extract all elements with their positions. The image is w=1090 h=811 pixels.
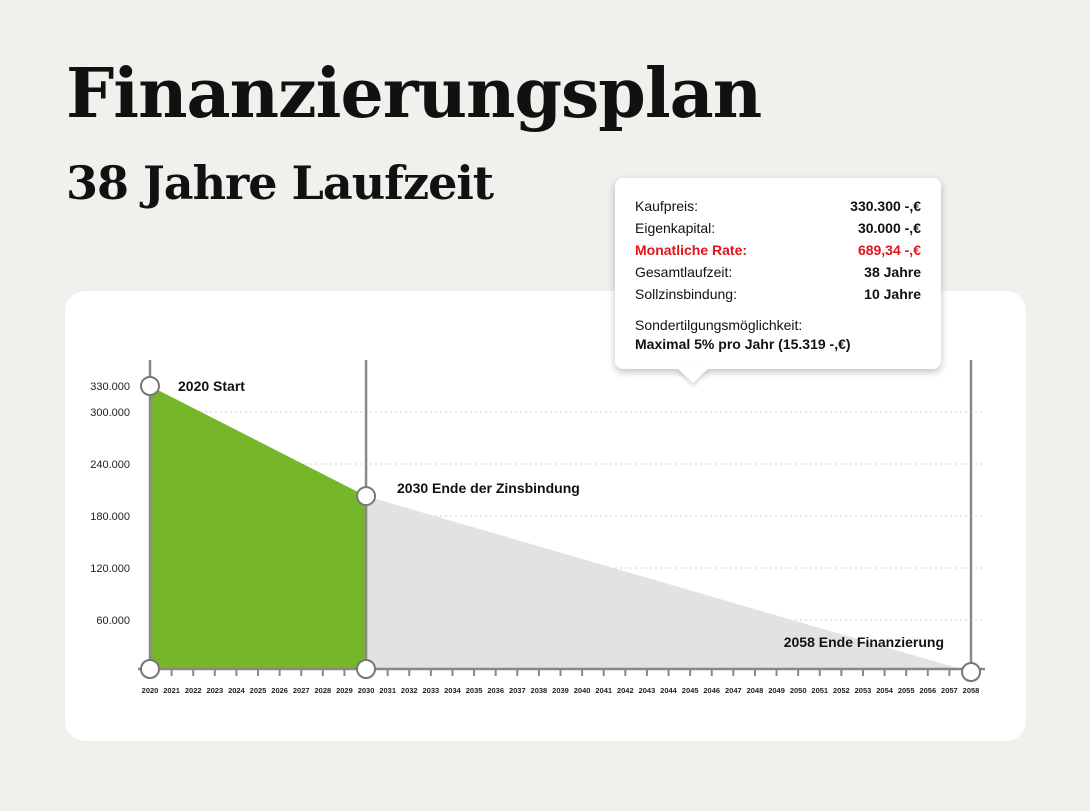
x-tick-label: 2049 [768,686,785,695]
sondertilgung-value: Maximal 5% pro Jahr (15.319 -,€) [635,336,851,352]
y-tick-label: 60.000 [96,615,130,627]
data-point-marker [140,376,160,396]
area-segment [150,386,367,669]
x-tick-label: 2037 [509,686,526,695]
x-tick-label: 2022 [185,686,202,695]
x-tick-label: 2043 [639,686,656,695]
x-tick-label: 2032 [401,686,418,695]
x-tick-label: 2047 [725,686,742,695]
y-tick-label: 240.000 [90,459,130,471]
x-tick-label: 2057 [941,686,958,695]
info-value: 38 Jahre [864,264,921,280]
sondertilgung: Sondertilgungsmöglichkeit: Maximal 5% pr… [635,316,851,354]
info-tooltip: Kaufpreis: 330.300 -,€ Eigenkapital: 30.00… [615,178,941,383]
x-tick-label: 2040 [574,686,591,695]
x-tick-label: 2039 [552,686,569,695]
x-tick-label: 2035 [466,686,483,695]
x-tick-label: 2026 [271,686,288,695]
x-tick-label: 2034 [444,686,462,695]
x-tick-label: 2044 [660,686,678,695]
x-tick-label: 2048 [747,686,764,695]
info-value: 10 Jahre [864,286,921,302]
sondertilgung-label: Sondertilgungsmöglichkeit: [635,317,803,333]
info-value: 689,34 -,€ [857,242,921,258]
info-value: 30.000 -,€ [857,220,921,236]
info-value: 330.300 -,€ [850,198,921,214]
y-tick-label: 330.000 [90,381,130,393]
x-tick-label: 2031 [379,686,396,695]
x-tick-label: 2030 [358,686,375,695]
info-label: Kaufpreis: [635,198,699,214]
info-row-kaufpreis: Kaufpreis: 330.300 -,€ [635,198,921,214]
x-tick-label: 2025 [250,686,267,695]
x-tick-label: 2046 [703,686,720,695]
data-point-marker [961,662,981,682]
data-point-marker [140,659,160,679]
info-label: Gesamtlaufzeit: [635,264,733,280]
x-tick-label: 2038 [531,686,548,695]
x-tick-label: 2024 [228,686,246,695]
data-point-marker [356,659,377,679]
x-tick-label: 2052 [833,686,850,695]
x-tick-label: 2041 [595,686,612,695]
page-title: Finanzierungsplan [66,54,762,134]
info-row-monatliche-rate: Monatliche Rate: 689,34 -,€ [635,242,921,258]
info-label: Sollzinsbindung: [635,286,737,302]
info-row-sollzinsbindung: Sollzinsbindung: 10 Jahre [635,286,921,302]
x-tick-label: 2023 [206,686,223,695]
annotation-zinsbindung: 2030 Ende der Zinsbindung [397,480,580,496]
x-tick-label: 2058 [963,686,980,695]
x-tick-label: 2027 [293,686,310,695]
tooltip-arrow [677,368,709,383]
x-tick-label: 2036 [487,686,504,695]
x-tick-label: 2028 [314,686,331,695]
annotation-end: 2058 Ende Finanzierung [784,634,944,650]
area-segment [366,496,972,672]
x-tick-label: 2056 [919,686,936,695]
y-tick-label: 300.000 [90,407,130,419]
y-tick-label: 180.000 [90,511,130,523]
data-point-marker [356,486,377,507]
x-tick-label: 2050 [790,686,807,695]
info-label: Eigenkapital: [635,220,716,236]
x-tick-label: 2051 [811,686,828,695]
info-row-gesamtlaufzeit: Gesamtlaufzeit: 38 Jahre [635,264,921,280]
x-tick-label: 2029 [336,686,353,695]
y-tick-label: 120.000 [90,563,130,575]
info-label: Monatliche Rate: [635,242,748,258]
x-tick-label: 2033 [423,686,440,695]
page-subtitle: 38 Jahre Laufzeit [66,156,494,210]
x-tick-label: 2055 [898,686,915,695]
x-tick-label: 2020 [142,686,159,695]
annotation-start: 2020 Start [178,378,245,394]
x-tick-label: 2054 [876,686,894,695]
x-tick-label: 2045 [682,686,699,695]
x-tick-label: 2021 [163,686,180,695]
x-tick-label: 2042 [617,686,634,695]
info-row-eigenkapital: Eigenkapital: 30.000 -,€ [635,220,921,236]
x-tick-label: 2053 [855,686,872,695]
